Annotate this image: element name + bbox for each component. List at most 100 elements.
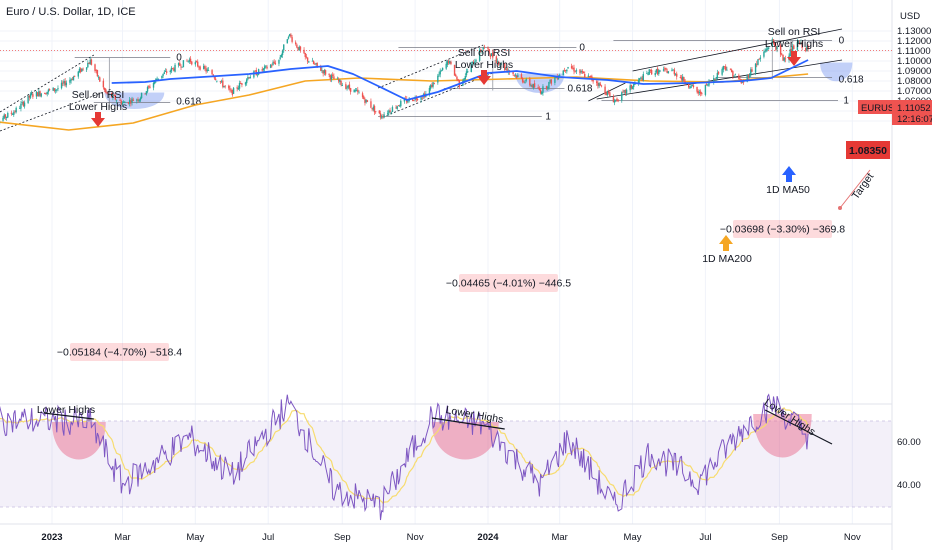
candle-body xyxy=(789,49,791,57)
candle-body xyxy=(615,99,617,101)
candle-body xyxy=(269,64,272,68)
candle-body xyxy=(433,82,435,84)
candle-body xyxy=(801,41,803,48)
candle-body xyxy=(96,70,99,77)
candle-body xyxy=(772,39,775,43)
candle-body xyxy=(28,95,31,98)
ma200-line xyxy=(0,73,809,131)
candle-body xyxy=(612,96,615,103)
candle-body xyxy=(272,62,274,66)
candle-body xyxy=(304,52,306,57)
candle-body xyxy=(545,86,548,89)
measure-box: −0.04465 (−4.01%) −446.5 xyxy=(446,278,571,290)
candle-body xyxy=(466,71,469,73)
candle-body xyxy=(570,66,573,69)
channel-line xyxy=(377,44,484,89)
candle-body xyxy=(567,67,569,69)
candle-body xyxy=(654,72,656,76)
candle-body xyxy=(169,70,171,73)
price-tick: 1.11000 xyxy=(897,46,931,57)
candle-body xyxy=(699,91,702,94)
candle-body xyxy=(529,78,531,86)
candle-body xyxy=(398,105,401,107)
candle-body xyxy=(796,41,799,50)
candle-body xyxy=(415,97,418,100)
price-tick: 1.08000 xyxy=(897,76,931,87)
measure-box-bg xyxy=(70,343,169,361)
candle-body xyxy=(371,108,373,110)
candle-body xyxy=(112,94,114,98)
candle-body xyxy=(515,75,518,78)
candle-body xyxy=(704,84,707,95)
candle-body xyxy=(646,73,648,75)
zone-fills xyxy=(52,62,853,460)
candle-body xyxy=(513,74,515,76)
candle-body xyxy=(666,71,668,74)
candle-body xyxy=(47,89,50,92)
candle-body xyxy=(303,49,305,54)
candle-body xyxy=(20,103,22,109)
candle-body xyxy=(630,84,633,89)
candle-body xyxy=(429,85,432,89)
candle-body xyxy=(85,67,88,70)
candle-body xyxy=(138,99,140,102)
candle-body xyxy=(382,116,384,118)
candle-body xyxy=(676,73,678,77)
candle-body xyxy=(581,71,584,73)
candle-body xyxy=(447,60,450,64)
candle-body xyxy=(648,69,650,75)
candle-body xyxy=(403,99,406,102)
candle-body xyxy=(232,87,235,94)
candle-body xyxy=(679,77,682,78)
candle-body xyxy=(206,69,208,71)
candle-body xyxy=(793,45,795,50)
price-axis: USD1.130001.120001.110001.100001.090001.… xyxy=(846,11,932,491)
time-tick: Sep xyxy=(771,532,788,543)
target-dot xyxy=(838,206,842,210)
candle-body xyxy=(748,75,751,78)
candle-body xyxy=(500,63,502,65)
candle-body xyxy=(708,81,710,86)
candle-body xyxy=(240,83,242,84)
candle-body xyxy=(779,45,782,55)
candle-body xyxy=(741,81,744,83)
candle-body xyxy=(717,72,720,74)
candle-body xyxy=(483,46,486,48)
candle-body xyxy=(3,114,5,119)
currency-label: USD xyxy=(900,11,920,22)
candle-body xyxy=(600,85,603,87)
candle-body xyxy=(39,91,41,96)
candle-body xyxy=(87,62,89,68)
candle-body xyxy=(48,89,51,90)
candle-body xyxy=(659,70,661,72)
candle-body xyxy=(181,66,183,68)
candle-body xyxy=(132,99,134,101)
candle-body xyxy=(4,114,7,118)
sell-label: Lower Highs xyxy=(69,101,127,113)
candle-body xyxy=(297,47,299,50)
candle-body xyxy=(557,76,560,80)
candle-body xyxy=(195,61,198,63)
candle-body xyxy=(682,76,684,81)
candle-body xyxy=(144,93,146,95)
candle-body xyxy=(56,89,58,91)
candle-body xyxy=(647,74,649,75)
candle-body xyxy=(747,74,750,78)
time-tick: May xyxy=(624,532,642,543)
time-tick: 2024 xyxy=(477,532,499,543)
time-tick: Mar xyxy=(114,532,130,543)
candle-body xyxy=(563,70,566,72)
candle-body xyxy=(765,49,768,51)
candle-body xyxy=(261,69,263,71)
candle-body xyxy=(432,82,434,87)
candle-body xyxy=(111,92,113,98)
candle-body xyxy=(520,74,523,78)
candle-body xyxy=(605,92,607,95)
candle-body xyxy=(457,79,459,81)
candle-body xyxy=(322,70,324,74)
candle-body xyxy=(244,82,247,85)
candle-body xyxy=(165,71,168,73)
candle-body xyxy=(78,68,81,72)
candle-body xyxy=(136,99,138,101)
